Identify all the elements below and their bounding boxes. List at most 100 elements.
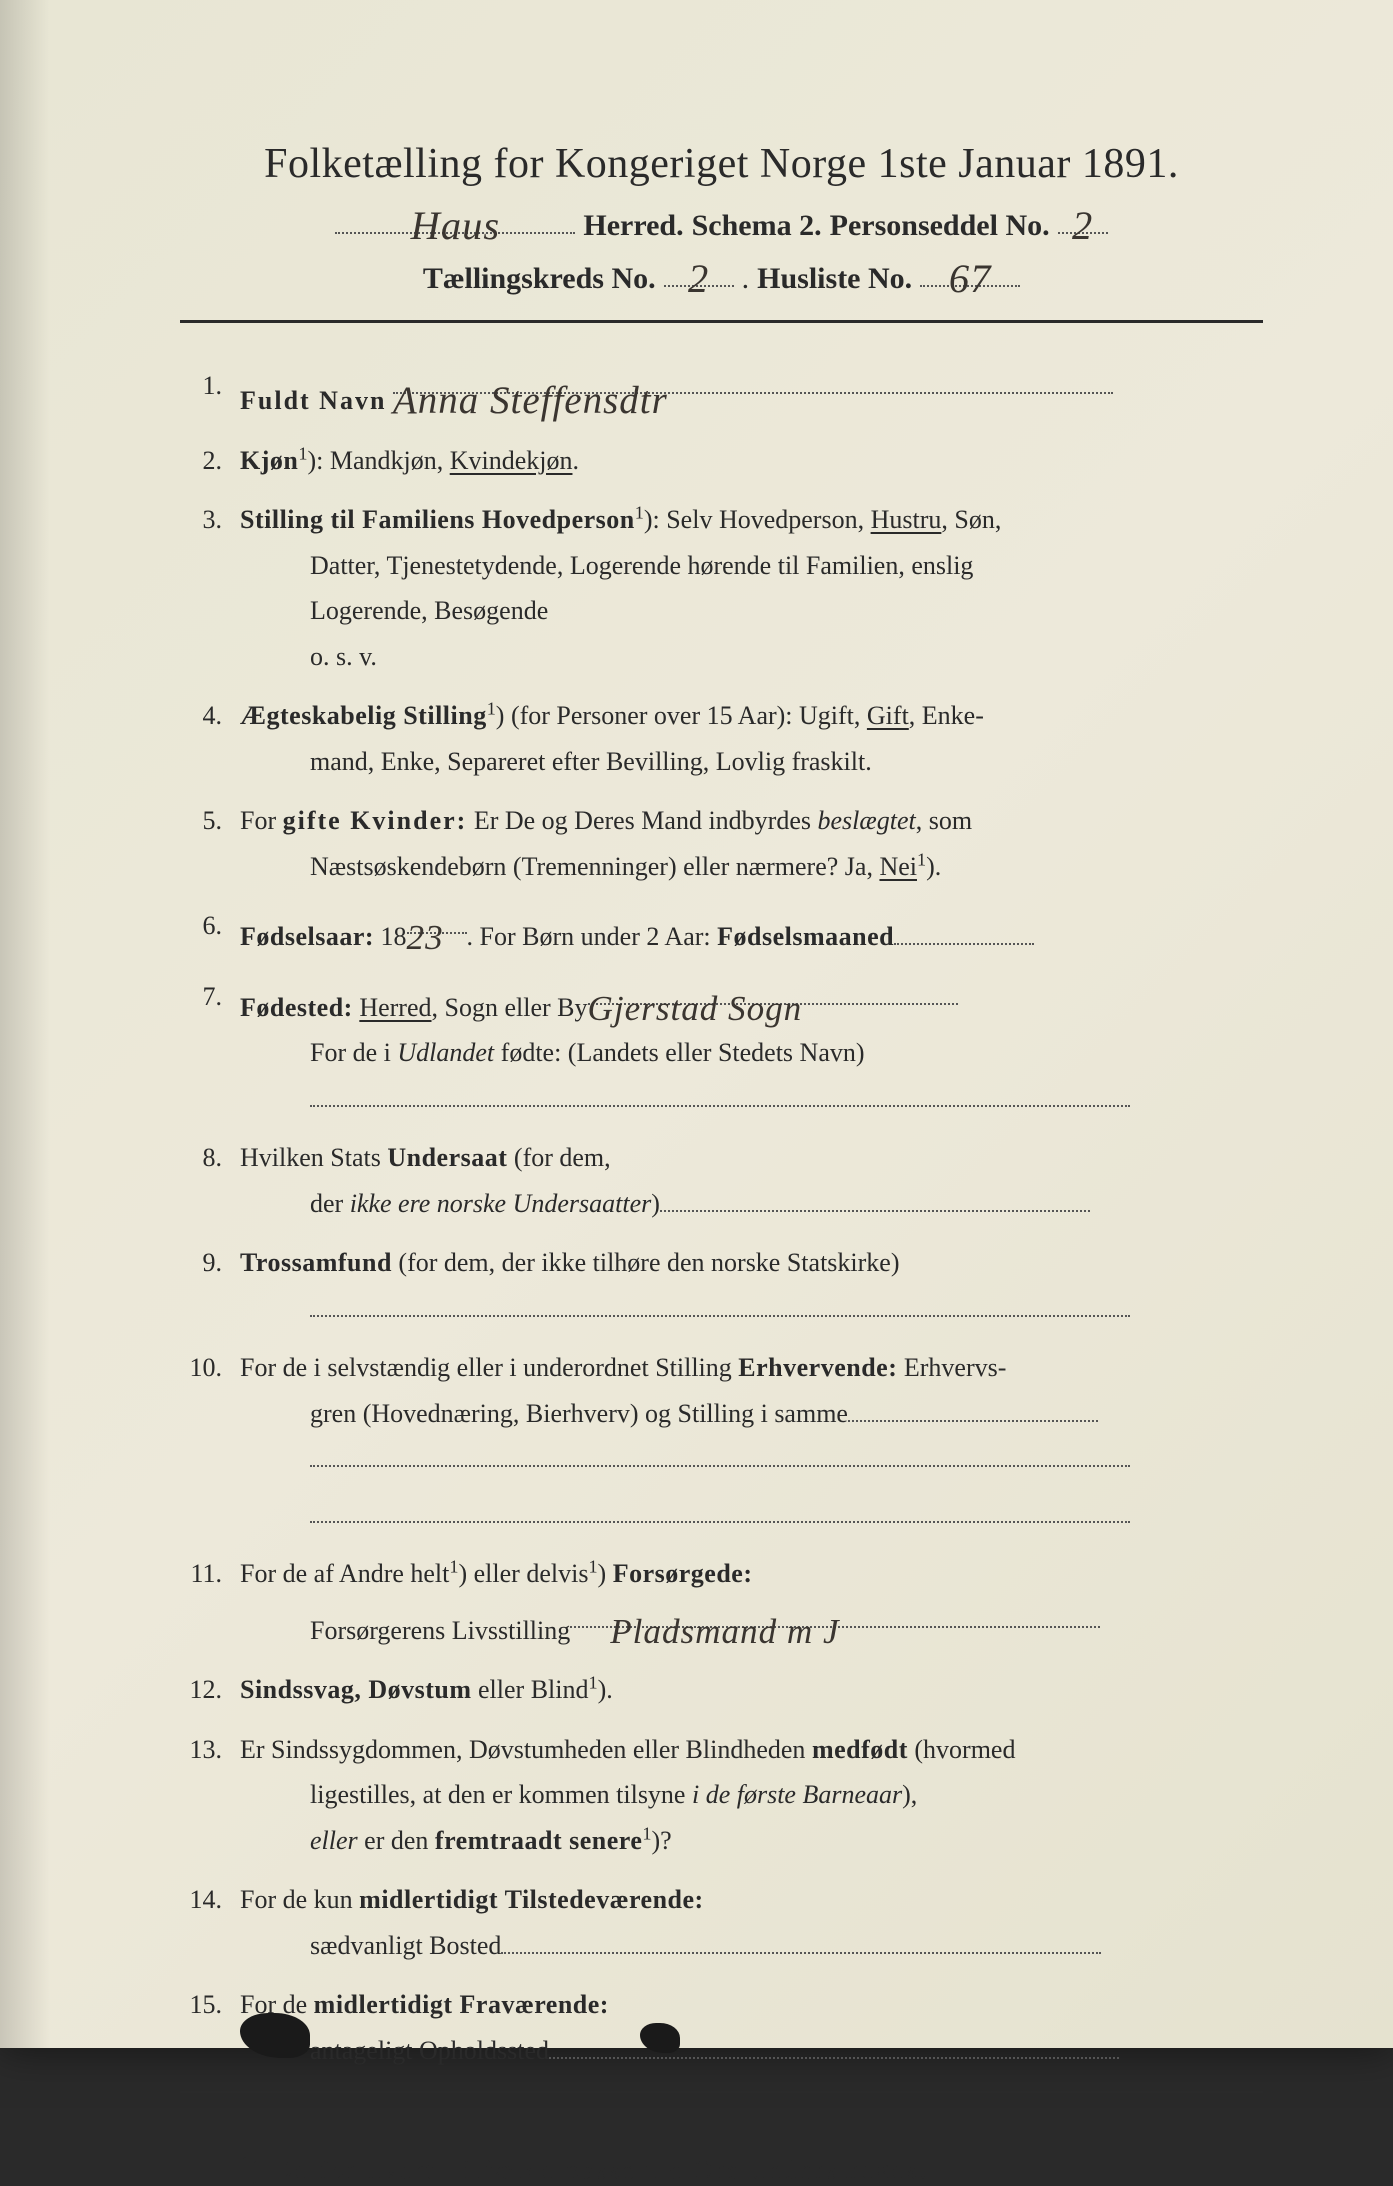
census-form-page: Folketælling for Kongeriget Norge 1ste J… xyxy=(0,0,1393,2048)
label-6b: Fødselsmaaned xyxy=(717,922,894,951)
text-13e: er den xyxy=(358,1826,435,1855)
birthplace-field: Gjerstad Sogn xyxy=(588,974,958,1005)
text-2b: . xyxy=(572,446,579,475)
field-13: 13. Er Sindssygdommen, Døvstumheden elle… xyxy=(180,1727,1263,1864)
field-7: 7. Fødested: Herred, Sogn eller ByGjerst… xyxy=(180,974,1263,1122)
line-7-3 xyxy=(240,1076,1263,1122)
occupation-field-1 xyxy=(848,1396,1098,1422)
name-value: Anna Steffensdtr xyxy=(393,379,668,422)
underlined-2: Kvindekjøn xyxy=(450,446,573,475)
text-8a: Hvilken Stats xyxy=(240,1143,387,1172)
text-3b: , Søn, xyxy=(941,505,1001,534)
personseddel-label: Personseddel No. xyxy=(830,209,1050,243)
field-5: 5. For gifte Kvinder: Er De og Deres Man… xyxy=(180,798,1263,889)
num-5: 5. xyxy=(180,798,240,889)
after-5: ). xyxy=(926,852,941,881)
line-13-2: ligestilles, at den er kommen tilsyne i … xyxy=(240,1772,1263,1818)
text-7c: fødte: (Landets eller Stedets Navn) xyxy=(494,1038,864,1067)
content-12: Sindssvag, Døvstum eller Blind1). xyxy=(240,1667,1263,1713)
sup-5: 1 xyxy=(917,849,926,869)
content-5: For gifte Kvinder: Er De og Deres Mand i… xyxy=(240,798,1263,889)
num-10: 10. xyxy=(180,1345,240,1537)
content-3: Stilling til Familiens Hovedperson1): Se… xyxy=(240,497,1263,679)
line-13-3: eller er den fremtraadt senere1)? xyxy=(240,1818,1263,1864)
text-12: eller Blind xyxy=(472,1675,589,1704)
text-14b: sædvanligt Bosted xyxy=(310,1931,501,1960)
num-2: 2. xyxy=(180,438,240,484)
content-8: Hvilken Stats Undersaat (for dem, der ik… xyxy=(240,1135,1263,1226)
line-8-2: der ikke ere norske Undersaatter) xyxy=(240,1181,1263,1227)
text-9: (for dem, der ikke tilhøre den norske St… xyxy=(392,1248,900,1277)
text-11c: ) xyxy=(598,1559,613,1588)
content-6: Fødselsaar: 1823. For Børn under 2 Aar: … xyxy=(240,903,1263,960)
text-11d: Forsørgerens Livsstilling xyxy=(310,1616,570,1645)
label-4: Ægteskabelig Stilling xyxy=(240,701,487,730)
text-11b: ) eller delvis xyxy=(458,1559,588,1588)
line-4-2: mand, Enke, Separeret efter Bevilling, L… xyxy=(240,739,1263,785)
form-body: 1. Fuldt Navn Anna Steffensdtr 2. Kjøn1)… xyxy=(180,363,1263,2073)
line-3-3: Logerende, Besøgende xyxy=(240,588,1263,634)
field-11: 11. For de af Andre helt1) eller delvis1… xyxy=(180,1551,1263,1653)
label-6: Fødselsaar: xyxy=(240,922,374,951)
content-2: Kjøn1): Mandkjøn, Kvindekjøn. xyxy=(240,438,1263,484)
underlined-4: Gift xyxy=(867,701,909,730)
text-13d: ), xyxy=(902,1780,917,1809)
husliste-value: 67 xyxy=(949,256,992,301)
prefix-6: 18 xyxy=(374,922,407,951)
page-shadow xyxy=(0,0,50,2048)
text-13a: Er Sindssygdommen, Døvstumheden eller Bl… xyxy=(240,1735,812,1764)
label-2: Kjøn xyxy=(240,446,298,475)
after-12: ). xyxy=(598,1675,613,1704)
num-14: 14. xyxy=(180,1877,240,1968)
content-10: For de i selvstændig eller i underordnet… xyxy=(240,1345,1263,1537)
text-8b: (for dem, xyxy=(507,1143,610,1172)
footnote-text: ) De for hvert Tilfælde passende Ord und… xyxy=(252,2156,929,2185)
residence-field xyxy=(501,1928,1101,1954)
line-3-2: Datter, Tjenestetydende, Logerende høren… xyxy=(240,543,1263,589)
line-3-4: o. s. v. xyxy=(240,634,1263,680)
line-10-4 xyxy=(240,1492,1263,1538)
form-header: Folketælling for Kongeriget Norge 1ste J… xyxy=(180,140,1263,296)
text-8d: ) xyxy=(651,1189,660,1218)
field-10: 10. For de i selvstændig eller i underor… xyxy=(180,1345,1263,1537)
content-9: Trossamfund (for dem, der ikke tilhøre d… xyxy=(240,1240,1263,1331)
underlined-7: Herred xyxy=(359,993,431,1022)
line-15-2: antageligt Opholdssted xyxy=(240,2028,1263,2074)
text-4b: , Enke- xyxy=(909,701,984,730)
field-2: 2. Kjøn1): Mandkjøn, Kvindekjøn. xyxy=(180,438,1263,484)
content-4: Ægteskabelig Stilling1) (for Personer ov… xyxy=(240,693,1263,784)
field-4: 4. Ægteskabelig Stilling1) (for Personer… xyxy=(180,693,1263,784)
text-7a: , Sogn eller By xyxy=(432,993,588,1022)
label-10: Erhvervende: xyxy=(738,1353,897,1382)
label-8: Undersaat xyxy=(387,1143,507,1172)
after-13: )? xyxy=(652,1826,672,1855)
label-3: Stilling til Familiens Hovedperson xyxy=(240,505,635,534)
num-4: 4. xyxy=(180,693,240,784)
label-7: Fødested: xyxy=(240,993,353,1022)
personseddel-value: 2 xyxy=(1072,203,1093,248)
text-4a: ) (for Personer over 15 Aar): Ugift, xyxy=(496,701,867,730)
text-7b: For de i xyxy=(310,1038,397,1067)
birthplace-value: Gjerstad Sogn xyxy=(588,989,803,1028)
label-15: midlertidigt Fraværende: xyxy=(314,1990,609,2019)
taellingskreds-value: 2 xyxy=(688,256,709,301)
year-value: 23 xyxy=(407,918,444,957)
text-13c: ligestilles, at den er kommen tilsyne xyxy=(310,1780,692,1809)
italic-7: Udlandet xyxy=(397,1038,494,1067)
italic-8: ikke ere norske Undersaatter xyxy=(350,1189,652,1218)
field-3: 3. Stilling til Familiens Hovedperson1):… xyxy=(180,497,1263,679)
content-11: For de af Andre helt1) eller delvis1) Fo… xyxy=(240,1551,1263,1653)
abroad-field xyxy=(310,1081,1130,1107)
personseddel-field: 2 xyxy=(1058,198,1108,234)
text-10b: Erhvervs- xyxy=(897,1353,1006,1382)
line-11-2: Forsørgerens LivsstillingPladsmand m J xyxy=(240,1597,1263,1654)
provider-value: Pladsmand m J xyxy=(570,1612,839,1651)
line-10-3 xyxy=(240,1436,1263,1482)
content-7: Fødested: Herred, Sogn eller ByGjerstad … xyxy=(240,974,1263,1122)
num-11: 11. xyxy=(180,1551,240,1653)
text-2a: ): Mandkjøn, xyxy=(307,446,449,475)
text-11a: For de af Andre helt xyxy=(240,1559,449,1588)
label-11: Forsørgede: xyxy=(613,1559,753,1588)
religion-field xyxy=(310,1291,1130,1317)
label-12: Sindssvag, Døvstum xyxy=(240,1675,472,1704)
